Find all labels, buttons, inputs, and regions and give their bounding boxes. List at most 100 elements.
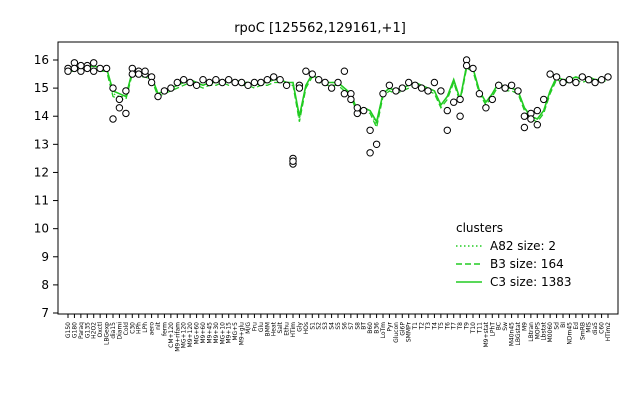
data-point bbox=[263, 76, 271, 84]
y-tick-label: 7 bbox=[41, 306, 49, 320]
x-tick-label: S6 bbox=[341, 322, 348, 330]
data-point bbox=[308, 70, 316, 78]
data-point bbox=[591, 78, 599, 87]
data-point bbox=[385, 81, 394, 90]
x-tick-label: T2 bbox=[419, 322, 426, 331]
legend: clusters A82 size: 2 B3 size: 164 C3 size:… bbox=[456, 221, 572, 289]
data-point bbox=[315, 76, 323, 84]
data-point bbox=[456, 95, 464, 104]
x-tick-label: M9 bbox=[521, 322, 528, 331]
x-axis: G150 G180 Paraq G135 H2O2 Oxctl LBGexp dia15 Dia… bbox=[65, 314, 612, 352]
x-tick-label: B36 bbox=[374, 322, 381, 334]
data-point bbox=[565, 76, 574, 84]
x-tick-label: HPh bbox=[136, 322, 143, 334]
data-point bbox=[533, 121, 541, 129]
chart-title: rpoC [125562,129161,+1] bbox=[234, 21, 406, 36]
data-point bbox=[205, 78, 214, 87]
x-tick-label: M/G bbox=[245, 322, 252, 334]
data-point bbox=[109, 84, 117, 92]
y-tick-label: 13 bbox=[34, 137, 49, 151]
x-tick-label: Salt bbox=[277, 321, 284, 333]
x-tick-label: Gly bbox=[296, 322, 303, 332]
data-point bbox=[437, 87, 445, 95]
y-tick-label: 16 bbox=[34, 53, 49, 67]
x-tick-label: MOPS bbox=[534, 322, 541, 340]
data-point bbox=[83, 64, 92, 73]
x-tick-label: T10 bbox=[470, 322, 477, 334]
data-point bbox=[533, 106, 541, 115]
x-tick-label: Gl6P bbox=[399, 322, 406, 336]
data-point bbox=[77, 61, 85, 70]
data-point bbox=[501, 84, 509, 92]
x-tick-label: BT bbox=[361, 322, 368, 330]
data-point bbox=[527, 115, 535, 123]
data-point bbox=[167, 84, 175, 92]
data-point bbox=[135, 70, 143, 78]
x-tick-label: Cold bbox=[123, 322, 130, 336]
legend-label: B3 size: 164 bbox=[490, 257, 564, 271]
data-point bbox=[141, 67, 149, 75]
data-point bbox=[160, 87, 169, 95]
data-point bbox=[64, 67, 72, 75]
data-point bbox=[102, 64, 111, 73]
x-tick-label: T9 bbox=[464, 322, 471, 331]
data-point bbox=[366, 149, 374, 157]
x-tick-label: MIS bbox=[586, 322, 593, 333]
x-tick-label: C60 bbox=[599, 322, 606, 334]
x-tick-label: S4 bbox=[329, 322, 336, 330]
x-tick-label: HTim bbox=[290, 322, 297, 338]
x-tick-label: HOs bbox=[303, 322, 310, 334]
x-tick-label: M9+stat bbox=[483, 321, 490, 347]
x-tick-label: ferm bbox=[161, 322, 168, 336]
data-point bbox=[282, 81, 291, 90]
data-point bbox=[257, 78, 265, 87]
x-tick-label: BMM bbox=[264, 322, 271, 336]
data-point bbox=[70, 64, 79, 73]
x-tick-label: T1 bbox=[412, 322, 419, 331]
data-point bbox=[417, 84, 426, 92]
x-tick-label: Diami bbox=[116, 322, 123, 340]
data-point bbox=[327, 84, 336, 92]
data-point bbox=[475, 90, 484, 98]
x-tick-label: T3 bbox=[425, 322, 432, 331]
x-tick-label: B60 bbox=[367, 322, 374, 334]
x-tick-label: aero bbox=[149, 322, 156, 336]
data-point bbox=[424, 87, 432, 95]
data-point bbox=[244, 81, 252, 90]
data-point bbox=[276, 76, 284, 84]
data-point bbox=[109, 115, 117, 123]
data-point bbox=[302, 67, 310, 75]
x-tick-label: LBGexp bbox=[104, 322, 111, 345]
x-tick-label: Sw bbox=[502, 322, 509, 331]
data-point bbox=[482, 104, 490, 112]
x-tick-label: MG+5 bbox=[232, 322, 239, 341]
x-tick-label: CM+120 bbox=[168, 322, 175, 348]
data-point bbox=[147, 78, 156, 87]
points-layer bbox=[64, 56, 612, 168]
x-tick-label: SMMPr bbox=[406, 321, 413, 342]
x-tick-label: S7 bbox=[348, 322, 355, 330]
x-tick-label: MG+120 bbox=[181, 322, 188, 348]
x-tick-label: M9+glu bbox=[239, 322, 246, 345]
x-tick-label: Paraq bbox=[78, 322, 85, 339]
x-tick-label: T5 bbox=[438, 322, 445, 331]
x-tick-label: M9+rifam bbox=[174, 322, 181, 352]
data-point bbox=[180, 76, 188, 84]
data-point bbox=[488, 95, 496, 104]
y-axis: 7 8 9 10 11 12 13 14 15 16 bbox=[34, 53, 58, 320]
data-point bbox=[392, 87, 400, 95]
data-point bbox=[514, 87, 522, 95]
x-tick-label: HTim2 bbox=[605, 322, 612, 342]
x-tick-label: M9+120 bbox=[187, 322, 194, 348]
x-tick-label: C30 bbox=[129, 322, 136, 334]
y-tick-label: 10 bbox=[34, 222, 49, 236]
x-tick-label: Glu bbox=[258, 322, 265, 332]
x-tick-label: M0060 bbox=[547, 322, 554, 343]
data-point bbox=[192, 81, 201, 90]
x-tick-label: NDm45 bbox=[566, 322, 573, 345]
data-point bbox=[450, 98, 458, 106]
x-tick-label: Pyr bbox=[386, 321, 393, 331]
x-tick-label: S8 bbox=[354, 322, 361, 330]
data-point bbox=[231, 78, 239, 87]
